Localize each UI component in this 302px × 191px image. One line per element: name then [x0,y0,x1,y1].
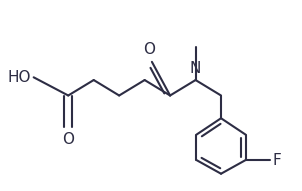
Text: O: O [143,42,155,57]
Text: F: F [273,153,282,168]
Text: O: O [62,132,74,147]
Text: N: N [190,61,201,76]
Text: HO: HO [8,70,31,85]
